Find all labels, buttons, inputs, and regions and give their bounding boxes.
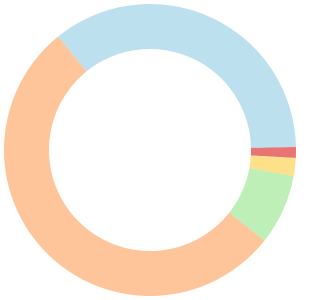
donut-slice	[229, 168, 294, 241]
chart	[3, 3, 296, 297]
donut-slice	[3, 36, 265, 297]
donut-slice	[58, 3, 296, 148]
donut-slice	[250, 146, 296, 158]
donut-slice	[249, 155, 296, 177]
